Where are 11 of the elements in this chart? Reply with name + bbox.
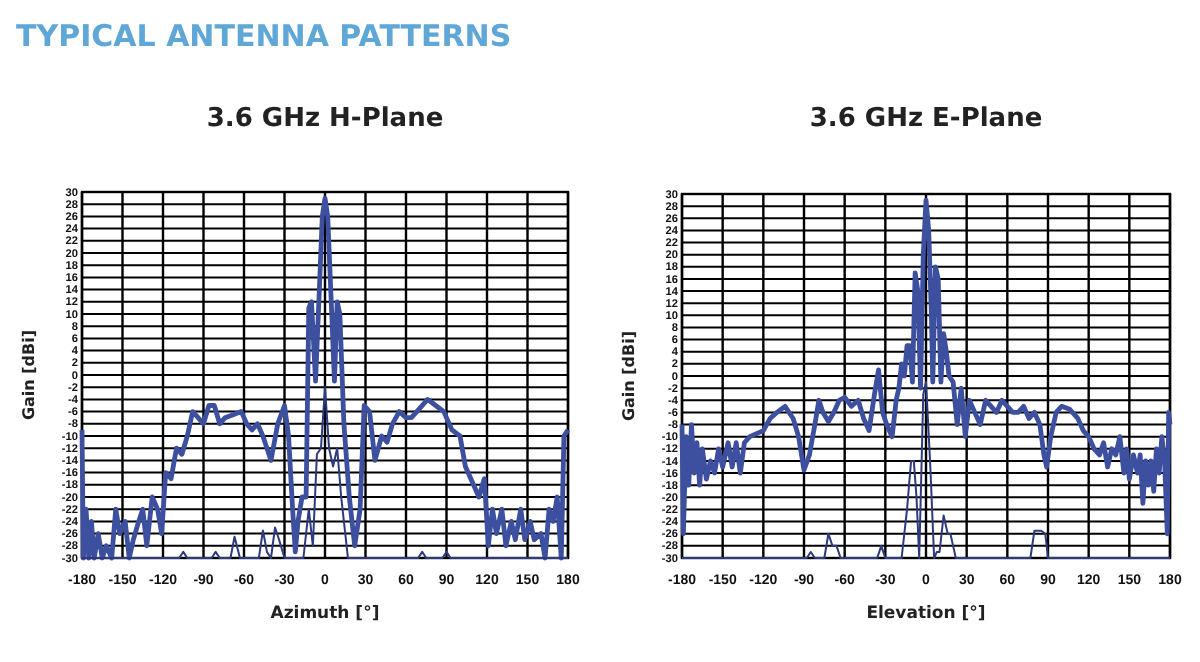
line-series (681, 381, 1171, 559)
y-axis-title: Gain [dBi] (620, 330, 638, 422)
chart-title: 3.6 GHz H-Plane (206, 104, 444, 134)
line-series (81, 386, 569, 559)
chart-title: 3.6 GHz E-Plane (809, 104, 1043, 134)
line-series (679, 197, 1173, 537)
text: TYPICAL ANTENNA PATTERNS (16, 18, 512, 54)
x-axis-title: Elevation [°] (866, 604, 986, 624)
y-axis-title: Gain [dBi] (20, 329, 38, 421)
x-axis-title: Azimuth [°] (270, 604, 380, 624)
line-series (79, 195, 571, 561)
